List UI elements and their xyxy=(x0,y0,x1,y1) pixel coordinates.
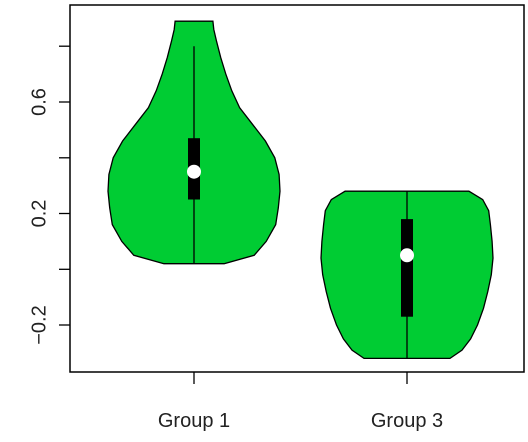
y-tick-label: −0.2 xyxy=(28,305,50,344)
violins-layer xyxy=(107,20,494,360)
x-tick-label: Group 1 xyxy=(158,410,230,432)
y-tick-label: 0.6 xyxy=(28,88,50,116)
y-axis: −0.2 0.2 0.6 xyxy=(28,45,70,345)
x-tick-label: Group 3 xyxy=(371,410,443,432)
x-axis: Group 1 Group 3 xyxy=(158,372,443,432)
iqr-box-2 xyxy=(401,219,413,317)
plot-frame xyxy=(69,4,525,373)
median-point-1 xyxy=(187,164,201,179)
y-tick-label: 0.2 xyxy=(28,200,50,228)
median-point-2 xyxy=(400,248,414,263)
